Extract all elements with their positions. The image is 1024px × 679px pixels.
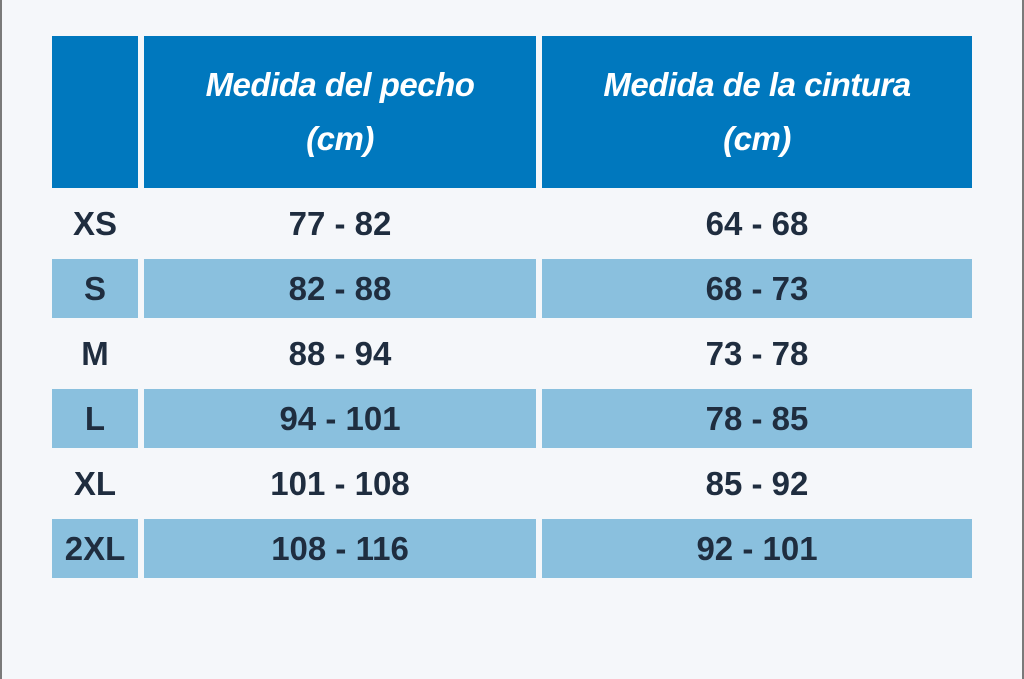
table-row: XL 101 - 108 85 - 92	[52, 454, 972, 513]
header-chest: Medida del pecho (cm)	[144, 36, 536, 188]
size-cell: XL	[73, 464, 117, 502]
waist-cell: 64 - 68	[705, 204, 809, 242]
left-border	[0, 0, 2, 679]
header-row: Medida del pecho (cm) Medida de la cintu…	[52, 36, 972, 188]
size-cell: M	[81, 334, 109, 372]
header-chest-unit: (cm)	[306, 120, 374, 157]
waist-cell: 73 - 78	[705, 334, 809, 372]
chest-cell: 88 - 94	[288, 334, 392, 372]
header-chest-label: Medida del pecho	[205, 66, 475, 103]
waist-cell: 92 - 101	[542, 519, 972, 578]
chest-cell: 94 - 101	[144, 389, 536, 448]
chest-cell: 108 - 116	[144, 519, 536, 578]
table-row: XS 77 - 82 64 - 68	[52, 194, 972, 253]
size-cell: XS	[72, 204, 118, 242]
waist-cell: 85 - 92	[705, 464, 809, 502]
waist-cell: 68 - 73	[542, 259, 972, 318]
header-waist: Medida de la cintura (cm)	[542, 36, 972, 188]
size-cell: L	[52, 389, 138, 448]
table-row: S 82 - 88 68 - 73	[52, 259, 972, 318]
table-row: 2XL 108 - 116 92 - 101	[52, 519, 972, 578]
chest-cell: 101 - 108	[270, 464, 410, 502]
chest-cell: 77 - 82	[288, 204, 392, 242]
waist-cell: 78 - 85	[542, 389, 972, 448]
table-row: L 94 - 101 78 - 85	[52, 389, 972, 448]
right-border	[1022, 0, 1024, 679]
header-size	[52, 36, 138, 188]
header-waist-label: Medida de la cintura	[603, 66, 911, 103]
header-waist-unit: (cm)	[723, 120, 791, 157]
chest-cell: 82 - 88	[144, 259, 536, 318]
table-row: M 88 - 94 73 - 78	[52, 324, 972, 383]
size-cell: S	[52, 259, 138, 318]
size-chart-table: Medida del pecho (cm) Medida de la cintu…	[46, 30, 978, 584]
size-cell: 2XL	[52, 519, 138, 578]
